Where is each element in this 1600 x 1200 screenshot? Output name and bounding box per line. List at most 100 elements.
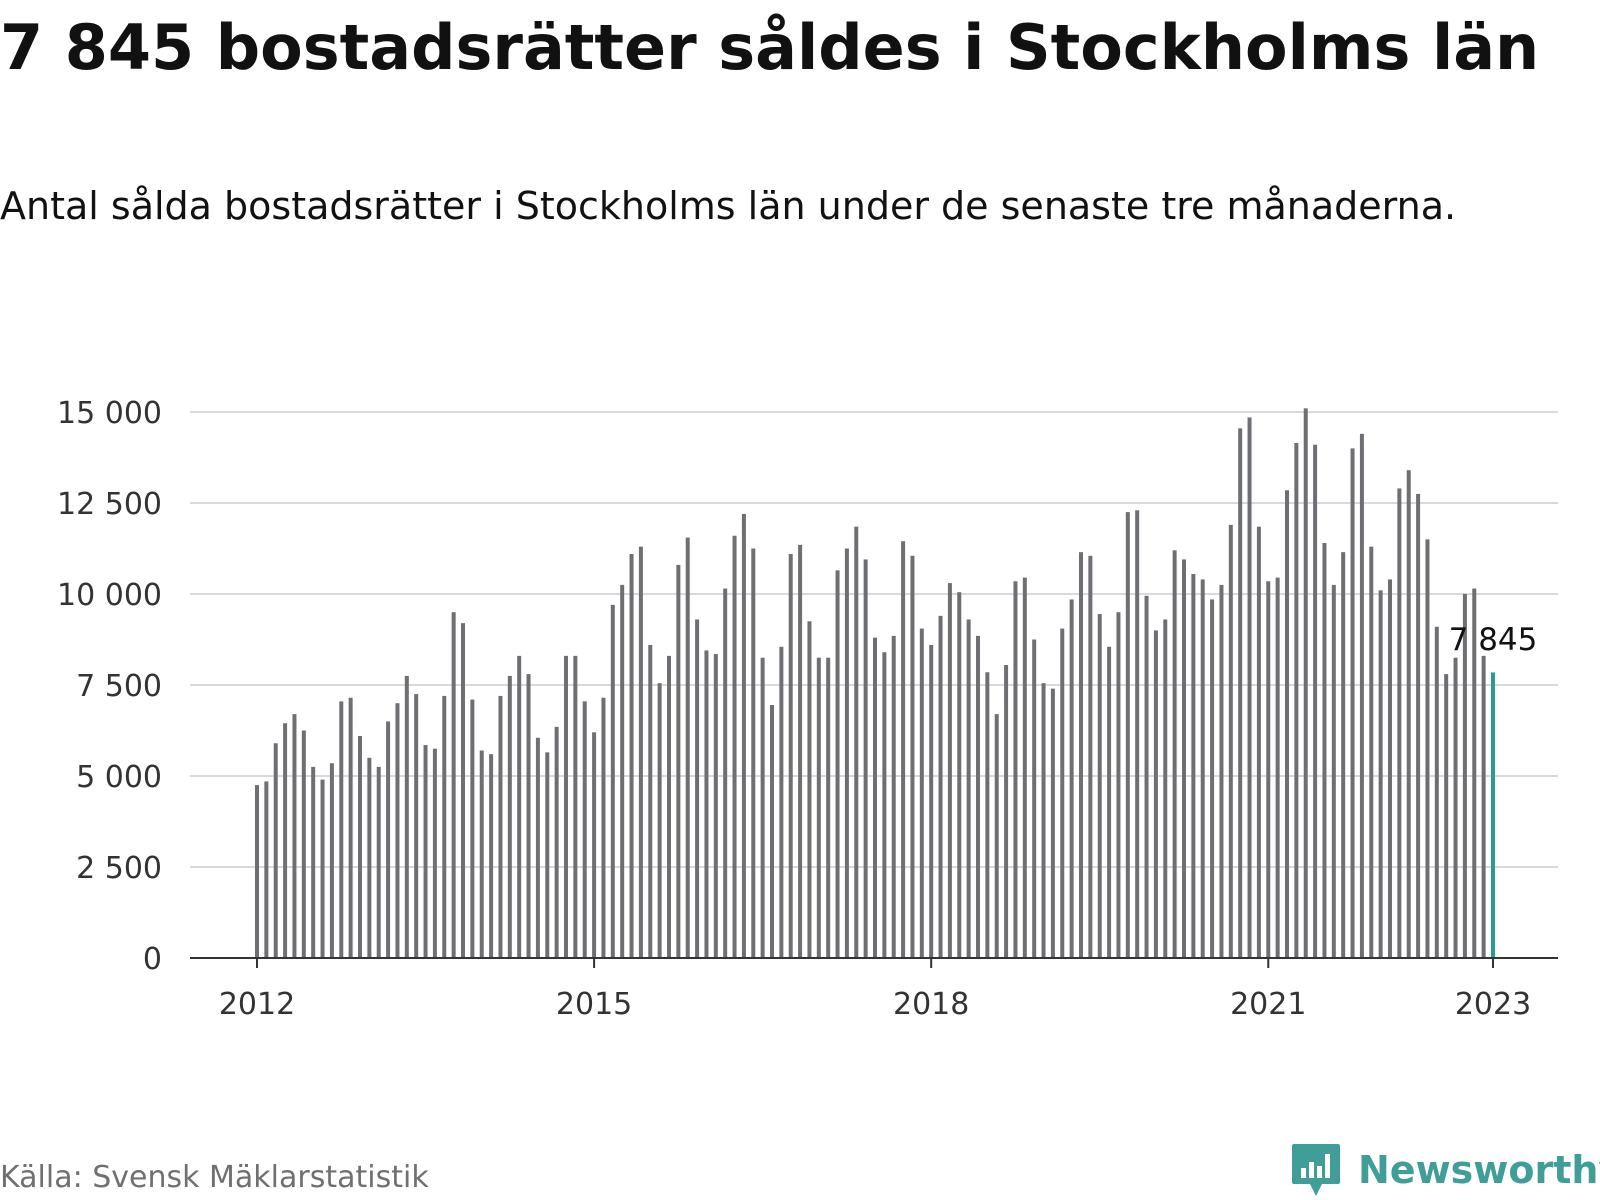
bar <box>1219 584 1224 958</box>
bar <box>798 544 803 958</box>
bar <box>1200 579 1205 958</box>
bar <box>1425 539 1430 958</box>
bar <box>358 735 362 958</box>
bar <box>994 714 999 958</box>
bar <box>732 535 737 958</box>
y-tick-label: 0 <box>143 942 162 977</box>
bar <box>273 743 278 958</box>
bar <box>1256 526 1261 958</box>
bar <box>629 553 634 958</box>
bar <box>432 748 437 958</box>
bar <box>760 657 765 958</box>
brand-logo: Newsworthy <box>1290 1140 1600 1200</box>
bar <box>657 683 662 958</box>
bar <box>835 570 840 958</box>
bar <box>535 737 540 958</box>
chart-subtitle: Antal sålda bostadsrätter i Stockholms l… <box>0 184 1457 228</box>
bar <box>901 541 906 958</box>
bar <box>1378 590 1383 958</box>
bar <box>929 644 934 958</box>
bar <box>1163 619 1168 958</box>
bar <box>1116 612 1121 958</box>
x-tick-label: 2018 <box>893 987 969 1022</box>
bar <box>470 699 475 958</box>
bar <box>1247 417 1252 959</box>
bar <box>1350 448 1355 958</box>
chat-bubble-bar-chart-icon <box>1292 1144 1340 1196</box>
bar <box>1050 688 1055 958</box>
bar <box>1294 442 1299 958</box>
y-tick-label: 5 000 <box>76 760 162 795</box>
bar <box>507 675 512 958</box>
bar <box>554 726 559 958</box>
bar <box>348 697 353 958</box>
bar <box>816 657 821 958</box>
x-tick-label: 2021 <box>1230 987 1306 1022</box>
bar <box>1238 428 1243 958</box>
bar <box>564 655 568 958</box>
x-tick-label: 2023 <box>1455 987 1531 1022</box>
bar <box>919 628 924 958</box>
chart-title: 7 845 bostadsrätter såldes i Stockholms … <box>0 11 1540 84</box>
bar <box>854 526 859 958</box>
bar <box>807 621 812 958</box>
bar <box>873 637 877 958</box>
bar <box>985 672 990 958</box>
bar <box>1041 683 1046 958</box>
bar <box>264 781 269 958</box>
bar <box>414 694 419 958</box>
bar <box>367 757 372 958</box>
bar <box>1088 555 1093 958</box>
bar <box>283 723 288 958</box>
bar <box>395 703 400 958</box>
bar <box>601 697 606 958</box>
bar <box>844 548 849 958</box>
bar <box>1013 581 1018 958</box>
y-tick-label: 12 500 <box>57 487 162 522</box>
bars <box>255 408 1495 959</box>
bar <box>1359 433 1364 959</box>
bar <box>1125 512 1130 958</box>
bar <box>498 695 503 958</box>
bar <box>648 644 653 958</box>
bar <box>685 537 690 958</box>
bar <box>517 655 522 958</box>
bar <box>376 766 381 958</box>
y-tick-label: 10 000 <box>57 578 162 613</box>
bar <box>947 583 952 958</box>
bar <box>1369 546 1374 958</box>
x-tick-label: 2012 <box>219 987 295 1022</box>
bar <box>545 752 550 958</box>
value-callout-label: 7 845 <box>1449 622 1538 658</box>
value-callout: 7 845 <box>1449 622 1538 658</box>
bar <box>910 555 915 958</box>
bar <box>461 623 465 958</box>
bar <box>1060 628 1065 958</box>
bar <box>1434 626 1439 958</box>
bar <box>1416 493 1421 958</box>
source-note: Källa: Svensk Mäklarstatistik <box>0 1160 429 1195</box>
bar <box>676 564 681 958</box>
bar <box>891 635 896 958</box>
bar <box>526 674 531 958</box>
bar <box>976 635 980 958</box>
bar <box>1481 655 1486 958</box>
bar <box>1313 444 1318 958</box>
bar <box>1303 408 1308 958</box>
x-axis <box>190 957 1558 968</box>
x-tick-label: 2015 <box>556 987 632 1022</box>
brand-name: Newsworthy <box>1358 1148 1600 1192</box>
bar <box>1322 543 1327 958</box>
bar <box>1032 639 1037 958</box>
bar <box>423 745 428 958</box>
bar <box>704 650 709 958</box>
bar <box>1153 630 1158 958</box>
bar <box>1444 674 1449 958</box>
bar <box>1107 646 1112 958</box>
bar <box>779 646 784 958</box>
bar <box>610 604 615 958</box>
bar <box>723 588 728 958</box>
bar <box>638 546 643 958</box>
bar <box>667 655 671 958</box>
bar <box>695 619 700 958</box>
